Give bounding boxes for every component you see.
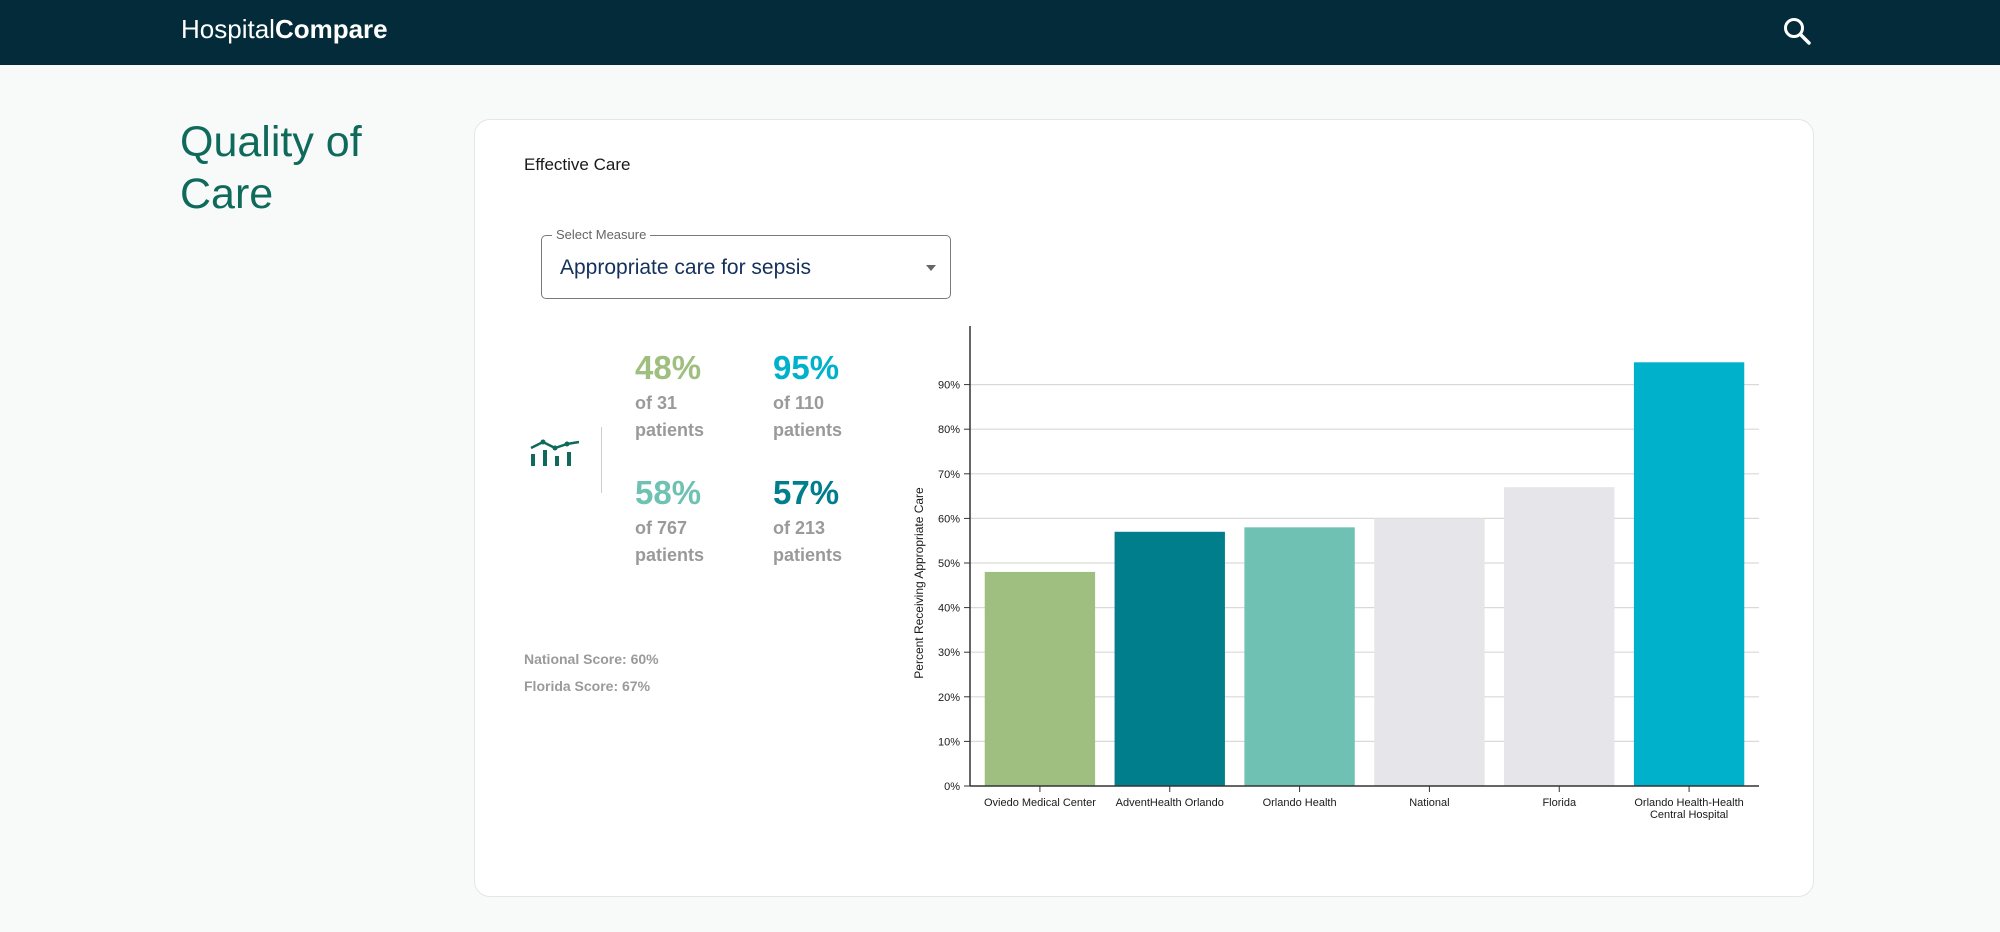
logo-regular-text: Hospital: [181, 14, 275, 44]
stat-count-unit: patients: [635, 420, 705, 440]
y-tick-label: 0%: [944, 781, 960, 793]
stat-percent: 57%: [773, 474, 840, 511]
stat-count-unit: patients: [635, 545, 705, 565]
logo-bold-text: Compare: [274, 14, 388, 44]
stat-count-line: of 213: [773, 518, 826, 538]
hospital-compare-logo[interactable]: HospitalCompare: [181, 14, 388, 45]
y-tick-label: 20%: [938, 692, 960, 704]
stat-oviedo: 48% of 31 patients: [635, 349, 704, 444]
y-tick-label: 50%: [938, 558, 960, 570]
x-tick-label: AdventHealth Orlando: [1116, 797, 1224, 809]
stat-orlando-health-central: 95% of 110 patients: [773, 349, 842, 444]
y-tick-label: 70%: [938, 469, 960, 481]
bar-2: [1244, 527, 1355, 786]
bar-0: [984, 571, 1096, 786]
x-tick-label: Orlando Health-Health: [1634, 797, 1743, 809]
stat-percent: 48%: [635, 349, 702, 386]
stat-count-line: of 110: [773, 393, 825, 413]
stat-patient-count: of 110 patients: [773, 390, 842, 444]
x-tick-label: National: [1409, 797, 1449, 809]
page-title: Quality of Care: [180, 118, 362, 218]
search-icon: [1784, 18, 1811, 45]
select-measure-dropdown[interactable]: Select Measure Appropriate care for seps…: [541, 227, 951, 299]
x-tick-label: Central Hospital: [1650, 809, 1728, 820]
national-score: National Score: 60%: [524, 651, 659, 667]
search-button[interactable]: [1780, 14, 1816, 50]
top-nav-bar: HospitalCompare: [0, 0, 2000, 65]
select-measure-label: Select Measure: [552, 227, 651, 242]
y-tick-label: 30%: [938, 647, 960, 659]
x-tick-label: Florida: [1542, 797, 1577, 809]
select-measure-value: Appropriate care for sepsis: [560, 256, 811, 279]
stat-adventhealth-orlando: 57% of 213 patients: [773, 474, 842, 569]
effective-care-card: Effective Care Select Measure Appropriat…: [474, 119, 1814, 897]
stat-patient-count: of 31 patients: [635, 390, 704, 444]
stat-orlando-health: 58% of 767 patients: [635, 474, 704, 569]
card-title: Effective Care: [524, 155, 631, 174]
stat-percent: 58%: [635, 474, 702, 511]
y-tick-label: 10%: [938, 736, 960, 748]
stat-count-line: of 767: [635, 518, 688, 538]
bar-5: [1633, 362, 1745, 786]
chart-trend-icon: [530, 439, 580, 466]
y-tick-label: 90%: [938, 380, 960, 392]
y-tick-label: 60%: [938, 513, 960, 525]
stat-count-line: of 31: [635, 393, 678, 413]
bar-4: [1504, 487, 1615, 786]
x-tick-label: Orlando Health: [1263, 797, 1337, 809]
stat-count-unit: patients: [773, 420, 843, 440]
y-tick-label: 40%: [938, 603, 960, 615]
facility-bar-chart: 0% 10% 20% 30% 40% 50% 60% 70% 80% 90% Oviedo Medi…: [912, 326, 1759, 820]
stat-patient-count: of 213 patients: [773, 515, 842, 569]
y-tick-label: 80%: [938, 424, 960, 436]
x-tick-label: Oviedo Medical Center: [984, 797, 1096, 809]
stats-divider: [601, 427, 602, 493]
y-axis-title: Percent Receiving Appropriate Care: [912, 487, 926, 679]
bar-1: [1114, 531, 1225, 786]
chevron-down-icon: [926, 265, 936, 271]
bar-3: [1374, 518, 1485, 786]
stat-patient-count: of 767 patients: [635, 515, 704, 569]
stat-count-unit: patients: [773, 545, 843, 565]
stat-percent: 95%: [773, 349, 840, 386]
florida-score: Florida Score: 67%: [524, 678, 651, 694]
